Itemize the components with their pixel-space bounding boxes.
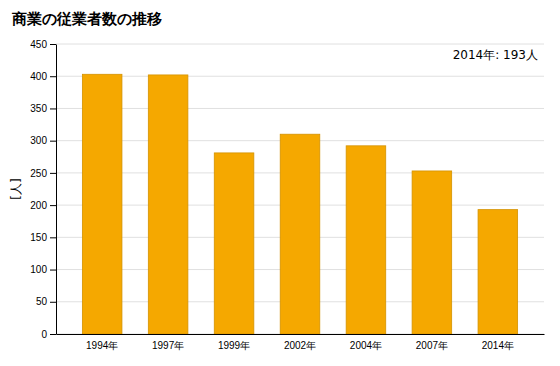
bar: [412, 171, 452, 334]
bar: [148, 75, 188, 334]
chart-svg: 0501001502002503003504004501994年1997年199…: [0, 0, 560, 366]
x-tick-label: 1999年: [218, 340, 250, 351]
y-tick-mark: [50, 173, 56, 174]
y-axis-title: [人]: [9, 178, 23, 199]
x-tick-label: 1994年: [86, 340, 118, 351]
y-tick-label: 250: [30, 168, 47, 179]
y-tick-mark: [50, 205, 56, 206]
x-tick-label: 2014年: [482, 340, 514, 351]
y-tick-label: 450: [30, 39, 47, 50]
y-tick-label: 400: [30, 71, 47, 82]
y-tick-mark: [50, 302, 56, 303]
bar: [346, 146, 386, 334]
bar: [280, 134, 320, 334]
bars: [82, 74, 517, 334]
grid-line: [56, 108, 544, 109]
y-tick-mark: [50, 44, 56, 45]
y-tick: 300: [30, 135, 56, 146]
y-tick-label: 200: [30, 200, 47, 211]
y-tick: 150: [30, 232, 56, 243]
x-tick: 2014年: [482, 340, 514, 351]
y-axis-line: [56, 45, 57, 335]
y-tick-mark: [50, 76, 56, 77]
x-tick: 1994年: [86, 340, 118, 351]
y-tick: 350: [30, 103, 56, 114]
y-tick: 450: [30, 39, 56, 50]
x-tick-label: 2004年: [350, 340, 382, 351]
x-axis: 1994年 1997年 1999年 2002年 2004年 2007年 2014年: [57, 335, 545, 352]
y-tick-mark: [50, 270, 56, 271]
y-axis: 0 50 100 150 200 250 300 350 400 450: [30, 39, 56, 340]
grid-line: [56, 76, 544, 77]
y-tick-label: 150: [30, 232, 47, 243]
x-tick: 1999年: [218, 340, 250, 351]
x-tick: 1997年: [152, 340, 184, 351]
x-tick-label: 2007年: [416, 340, 448, 351]
y-tick: 100: [30, 264, 56, 275]
y-tick-mark: [50, 334, 56, 335]
y-tick-label: 0: [41, 329, 47, 340]
y-tick: 250: [30, 168, 56, 179]
y-tick-label: 300: [30, 135, 47, 146]
x-axis-line: [57, 334, 545, 335]
x-tick-label: 1997年: [152, 340, 184, 351]
y-tick: 50: [36, 296, 56, 307]
y-tick-mark: [50, 237, 56, 238]
chart-title: 商業の従業者数の推移: [11, 10, 162, 28]
x-tick: 2007年: [416, 340, 448, 351]
y-tick-label: 100: [30, 264, 47, 275]
bar: [214, 153, 254, 334]
y-tick: 400: [30, 71, 56, 82]
y-tick-label: 50: [36, 296, 48, 307]
bar: [82, 74, 122, 334]
y-tick: 200: [30, 200, 56, 211]
y-tick: 0: [41, 329, 56, 340]
y-tick-mark: [50, 108, 56, 109]
bar: [478, 210, 518, 334]
x-tick: 2002年: [284, 340, 316, 351]
grid: [56, 44, 544, 334]
annotation: 2014年: 193人: [453, 48, 538, 62]
y-tick-label: 350: [30, 103, 47, 114]
plot-area: 0501001502002503003504004501994年1997年199…: [30, 39, 544, 351]
y-tick-mark: [50, 141, 56, 142]
grid-line: [56, 44, 544, 45]
x-tick-label: 2002年: [284, 340, 316, 351]
x-tick: 2004年: [350, 340, 382, 351]
